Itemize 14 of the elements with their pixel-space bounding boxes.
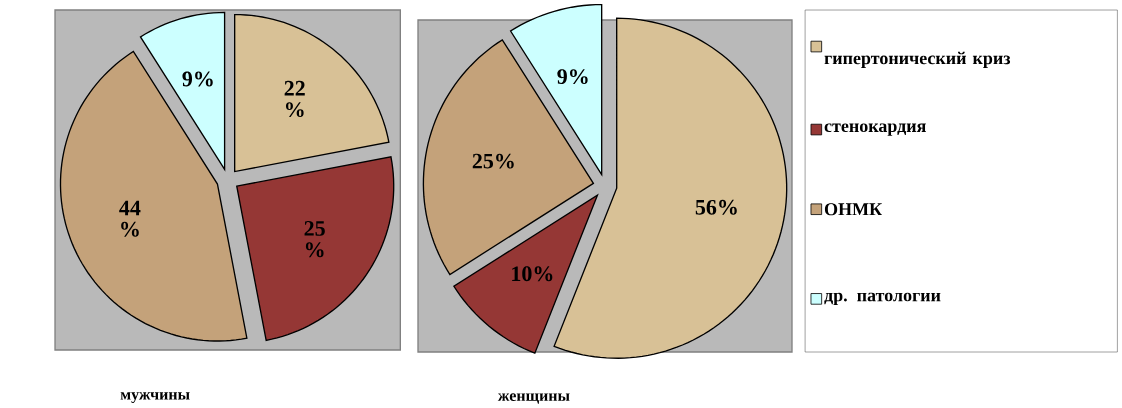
legend-label: стенокардия [824, 123, 926, 136]
legend-label: ОНМК [824, 203, 882, 216]
data-label: 25% [472, 153, 514, 169]
slice-label: гипертонический криз [824, 51, 1011, 68]
data-label: 44 % [119, 200, 141, 237]
text: женщины [497, 393, 570, 404]
legend-label: др. патологии [824, 292, 941, 305]
data-label: 10% [512, 266, 553, 282]
data-label: 25 % [304, 220, 325, 258]
data-label: 56% [695, 199, 737, 215]
data-label: 9% [182, 71, 213, 87]
data-label: 9% [557, 69, 588, 85]
data-label: 22 % [284, 80, 305, 118]
text: мужчины [120, 392, 190, 403]
